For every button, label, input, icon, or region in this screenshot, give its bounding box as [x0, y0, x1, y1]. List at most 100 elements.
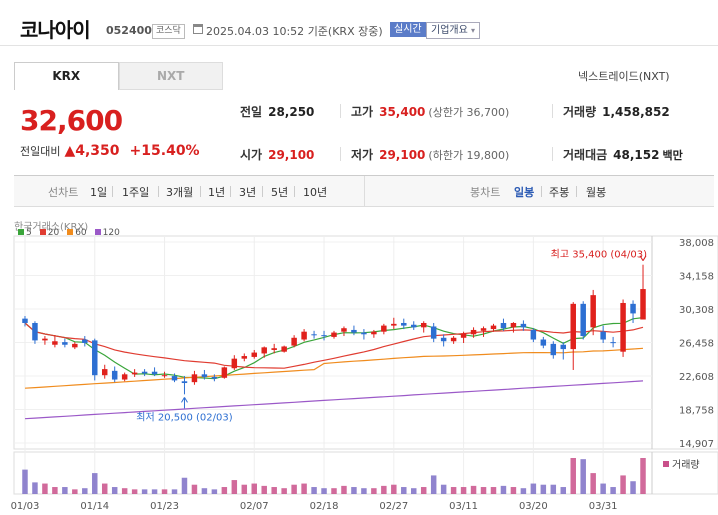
candle-body — [131, 372, 138, 375]
candle-body — [550, 343, 557, 356]
volume-bar — [460, 487, 467, 494]
line-chart-label: 선차트 — [48, 186, 79, 199]
volume-bar — [62, 487, 68, 494]
prev-close: 전일 28,250 — [240, 105, 315, 119]
tab-nxt[interactable]: NXT — [118, 62, 223, 90]
volume-bar — [161, 489, 168, 494]
y-tick-label: 26,458 — [679, 338, 714, 349]
volume-bar — [420, 487, 427, 494]
candle-body — [391, 323, 397, 326]
candle-body — [560, 344, 567, 350]
candle-body — [361, 332, 367, 335]
period-10y[interactable]: 10년 — [303, 186, 328, 199]
candle-chart-label: 봉차트 — [470, 186, 501, 199]
x-tick-label: 01/03 — [11, 501, 40, 512]
candle-body — [171, 376, 178, 381]
candle-body — [341, 328, 347, 332]
corp-info-dropdown[interactable]: 기업개요 ▾ — [426, 22, 481, 39]
period-3m[interactable]: 3개월 — [166, 186, 194, 199]
volume-bar — [92, 473, 98, 494]
current-price: 32,600 — [20, 104, 123, 137]
volume-bar — [341, 485, 347, 494]
volume: 거래량 1,458,852 — [563, 105, 670, 119]
volume-bar — [371, 488, 377, 494]
y-tick-label: 22,608 — [679, 372, 714, 383]
period-1w[interactable]: 1주일 — [122, 186, 150, 199]
volume-bar — [261, 485, 267, 494]
period-5y[interactable]: 5년 — [271, 186, 289, 199]
candle-body — [590, 295, 596, 328]
candle-weekly[interactable]: 주봉 — [549, 186, 570, 199]
volume-bar — [221, 487, 228, 494]
candle-body — [62, 342, 68, 345]
ma-legend: 5 20 60 120 — [18, 228, 120, 238]
volume-bar — [391, 484, 397, 494]
y-tick-label: 34,158 — [679, 271, 714, 282]
volume-bar — [131, 489, 138, 494]
divider — [340, 104, 341, 118]
candle-body — [440, 337, 447, 342]
candle-body — [101, 369, 108, 376]
market-tabs: KRX NXT — [14, 62, 223, 90]
y-tick-label: 14,907 — [679, 439, 714, 450]
calendar-icon — [193, 24, 203, 34]
volume-bar — [301, 483, 307, 494]
volume-legend-swatch — [663, 461, 669, 467]
open-price: 시가 29,100 — [240, 148, 315, 162]
candle-body — [191, 374, 198, 383]
low-arrow-icon — [181, 397, 188, 409]
volume-bar — [171, 489, 178, 494]
stock-name: 코나아이 — [20, 18, 91, 42]
candle-body — [271, 348, 277, 350]
volume-bar — [52, 487, 58, 494]
volume-bar — [101, 483, 108, 494]
volume-bar — [520, 488, 527, 494]
nxt-link[interactable]: 넥스트레이드(NXT) — [578, 70, 670, 83]
x-tick-label: 03/31 — [589, 501, 618, 512]
candle-daily[interactable]: 일봉 — [514, 186, 535, 199]
volume-bar — [211, 489, 218, 494]
candle-body — [251, 352, 257, 357]
period-3y[interactable]: 3년 — [239, 186, 257, 199]
volume-bar — [361, 488, 367, 494]
period-1y[interactable]: 1년 — [208, 186, 226, 199]
high-annotation: 최고 35,400 (04/03) — [551, 249, 647, 261]
volume-bar — [121, 488, 128, 494]
high-arrow-icon — [639, 255, 647, 261]
ma60-line — [24, 347, 644, 389]
volume-bar — [231, 480, 238, 494]
x-tick-label: 02/27 — [379, 501, 408, 512]
volume-bar — [450, 487, 457, 494]
period-1d[interactable]: 1일 — [90, 186, 108, 199]
volume-bar — [500, 485, 507, 494]
ma120-line — [24, 380, 644, 420]
candle-monthly[interactable]: 월봉 — [586, 186, 607, 199]
candle-body — [241, 356, 248, 359]
chart-period-bar: 선차트 1일 1주일 3개월 1년 3년 5년 10년 봉차트 일봉 주봉 월봉 — [14, 175, 714, 207]
legend-ma120: 120 — [94, 228, 120, 238]
candle-body — [600, 331, 606, 340]
tab-krx[interactable]: KRX — [14, 62, 119, 90]
x-tick-label: 02/18 — [310, 501, 339, 512]
volume-bar — [620, 475, 626, 494]
candle-body — [111, 370, 118, 380]
candle-body — [520, 323, 527, 328]
candle-body — [231, 358, 238, 369]
candle-body — [401, 322, 407, 326]
legend-ma20: 20 — [39, 228, 59, 238]
x-tick-label: 02/07 — [240, 501, 269, 512]
volume-bar — [271, 487, 277, 494]
divider — [552, 104, 553, 118]
legend-ma5: 5 — [18, 228, 32, 238]
volume-bar — [151, 489, 158, 494]
low-annotation: 최저 20,500 (02/03) — [136, 411, 232, 423]
realtime-button[interactable]: 실시간 — [390, 22, 426, 37]
volume-bar — [430, 475, 437, 494]
volume-bar — [42, 483, 48, 494]
candle-body — [450, 337, 457, 342]
volume-bar — [610, 487, 616, 494]
candle-body — [311, 334, 317, 336]
candle-body — [420, 322, 427, 328]
volume-bar — [351, 487, 357, 494]
